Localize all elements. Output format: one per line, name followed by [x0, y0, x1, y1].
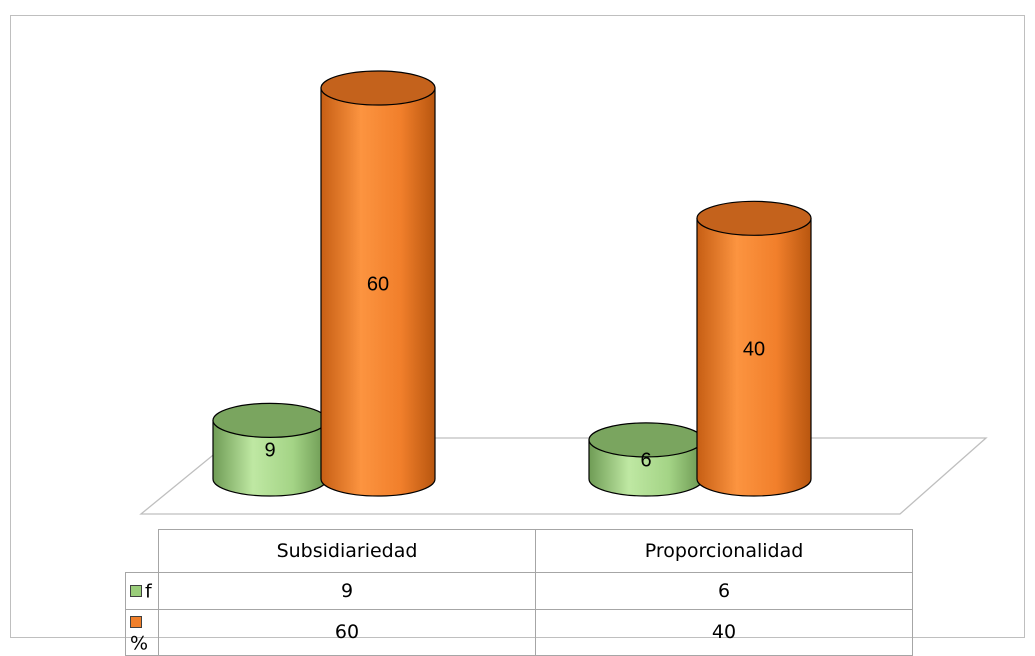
- table-cell: 6: [535, 572, 913, 610]
- table-row: % 60 40: [125, 609, 913, 656]
- category-label: Proporcionalidad: [535, 529, 913, 573]
- legend-key-f: [130, 585, 142, 598]
- series-name: f: [145, 580, 152, 603]
- legend-entry-f: f: [125, 572, 159, 610]
- table-corner: [125, 529, 159, 573]
- data-label: 40: [743, 339, 765, 361]
- table-cell: 9: [158, 572, 536, 610]
- bar-body: [320, 87, 436, 497]
- chart-area: 9 6 60 40 Subsidiariedad Proporcionalidad f…: [10, 15, 1025, 656]
- legend-entry-percent: %: [125, 609, 159, 656]
- data-table: Subsidiariedad Proporcionalidad f 9 6 % …: [125, 529, 913, 656]
- table-cell: 40: [535, 609, 913, 656]
- bar-f-0: 9: [212, 402, 328, 497]
- bar-f-1: 6: [588, 422, 704, 497]
- data-label: 60: [367, 274, 389, 296]
- table-header-row: Subsidiariedad Proporcionalidad: [125, 529, 913, 573]
- table-row: f 9 6: [125, 572, 913, 610]
- bar-top: [320, 70, 436, 106]
- legend-key-percent: [130, 615, 142, 628]
- data-label: 9: [264, 440, 275, 462]
- table-cell: 60: [158, 609, 536, 656]
- series-name: %: [130, 632, 149, 655]
- data-label: 6: [640, 449, 651, 471]
- bar-top: [212, 402, 328, 438]
- bar-top: [696, 200, 812, 236]
- bar-percent-1: 40: [696, 200, 812, 497]
- bar-body: [696, 217, 812, 497]
- category-label: Subsidiariedad: [158, 529, 536, 573]
- bar-percent-0: 60: [320, 70, 436, 497]
- chart-plot: 9 6 60 40: [139, 70, 988, 515]
